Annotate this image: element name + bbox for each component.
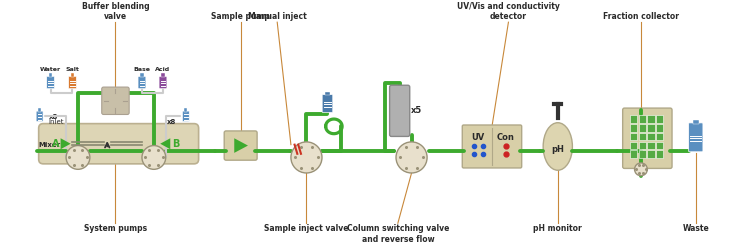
FancyBboxPatch shape: [36, 111, 43, 122]
FancyBboxPatch shape: [688, 123, 703, 152]
Text: Salt: Salt: [65, 67, 80, 73]
Text: Mixer: Mixer: [39, 142, 61, 148]
Bar: [656, 150, 663, 158]
Bar: [630, 124, 638, 132]
Bar: [647, 142, 655, 149]
Text: pH monitor: pH monitor: [533, 224, 582, 233]
Bar: [692, 120, 699, 124]
Bar: [647, 124, 655, 132]
Text: Fraction collector: Fraction collector: [603, 12, 679, 21]
Ellipse shape: [543, 123, 572, 170]
Text: Manual inject: Manual inject: [248, 12, 307, 21]
Text: x8: x8: [49, 114, 58, 120]
Bar: [639, 115, 646, 123]
Bar: [647, 115, 655, 123]
FancyBboxPatch shape: [389, 85, 410, 136]
Text: System pumps: System pumps: [84, 224, 147, 233]
Bar: [38, 108, 41, 112]
FancyBboxPatch shape: [182, 111, 189, 122]
Bar: [647, 150, 655, 158]
Text: Acid: Acid: [155, 67, 170, 73]
FancyBboxPatch shape: [68, 76, 76, 89]
Bar: [630, 150, 638, 158]
Bar: [639, 124, 646, 132]
Text: A: A: [53, 139, 60, 149]
FancyBboxPatch shape: [138, 76, 146, 89]
Bar: [71, 73, 74, 77]
Bar: [656, 115, 663, 123]
Bar: [656, 124, 663, 132]
Text: Sample pump: Sample pump: [211, 12, 270, 21]
Bar: [49, 73, 52, 77]
FancyBboxPatch shape: [46, 76, 55, 89]
Bar: [656, 142, 663, 149]
Circle shape: [66, 146, 90, 169]
Text: Inlet: Inlet: [49, 119, 64, 125]
Text: x5: x5: [411, 106, 422, 115]
Bar: [140, 73, 143, 77]
Bar: [630, 133, 638, 140]
Bar: [639, 133, 646, 140]
Text: Column switching valve
and reverse flow: Column switching valve and reverse flow: [346, 224, 449, 244]
FancyBboxPatch shape: [39, 124, 199, 164]
FancyBboxPatch shape: [622, 108, 672, 168]
Polygon shape: [160, 138, 170, 149]
Circle shape: [291, 142, 322, 173]
Bar: [639, 150, 646, 158]
FancyBboxPatch shape: [159, 76, 167, 89]
Bar: [630, 115, 638, 123]
FancyBboxPatch shape: [322, 95, 333, 112]
Bar: [647, 133, 655, 140]
Text: x8: x8: [166, 119, 176, 125]
Circle shape: [634, 163, 647, 176]
Text: Water: Water: [40, 67, 61, 73]
Polygon shape: [234, 138, 248, 153]
Circle shape: [396, 142, 427, 173]
Text: pH: pH: [551, 145, 564, 154]
Bar: [161, 73, 164, 77]
Text: Buffer blending
valve: Buffer blending valve: [82, 2, 149, 21]
FancyBboxPatch shape: [462, 125, 522, 168]
Bar: [630, 142, 638, 149]
Text: Waste: Waste: [682, 224, 709, 233]
Text: UV: UV: [472, 133, 485, 142]
Bar: [639, 142, 646, 149]
Bar: [326, 92, 330, 95]
Polygon shape: [61, 138, 70, 149]
Text: UV/Vis and conductivity
detector: UV/Vis and conductivity detector: [457, 2, 560, 21]
FancyBboxPatch shape: [224, 131, 257, 160]
Text: Con: Con: [496, 133, 514, 142]
FancyBboxPatch shape: [102, 87, 129, 114]
Text: B: B: [172, 139, 179, 149]
Bar: [656, 133, 663, 140]
Text: Sample inject valve: Sample inject valve: [264, 224, 349, 233]
Bar: [184, 108, 188, 112]
Text: Base: Base: [134, 67, 151, 73]
Circle shape: [142, 146, 166, 169]
